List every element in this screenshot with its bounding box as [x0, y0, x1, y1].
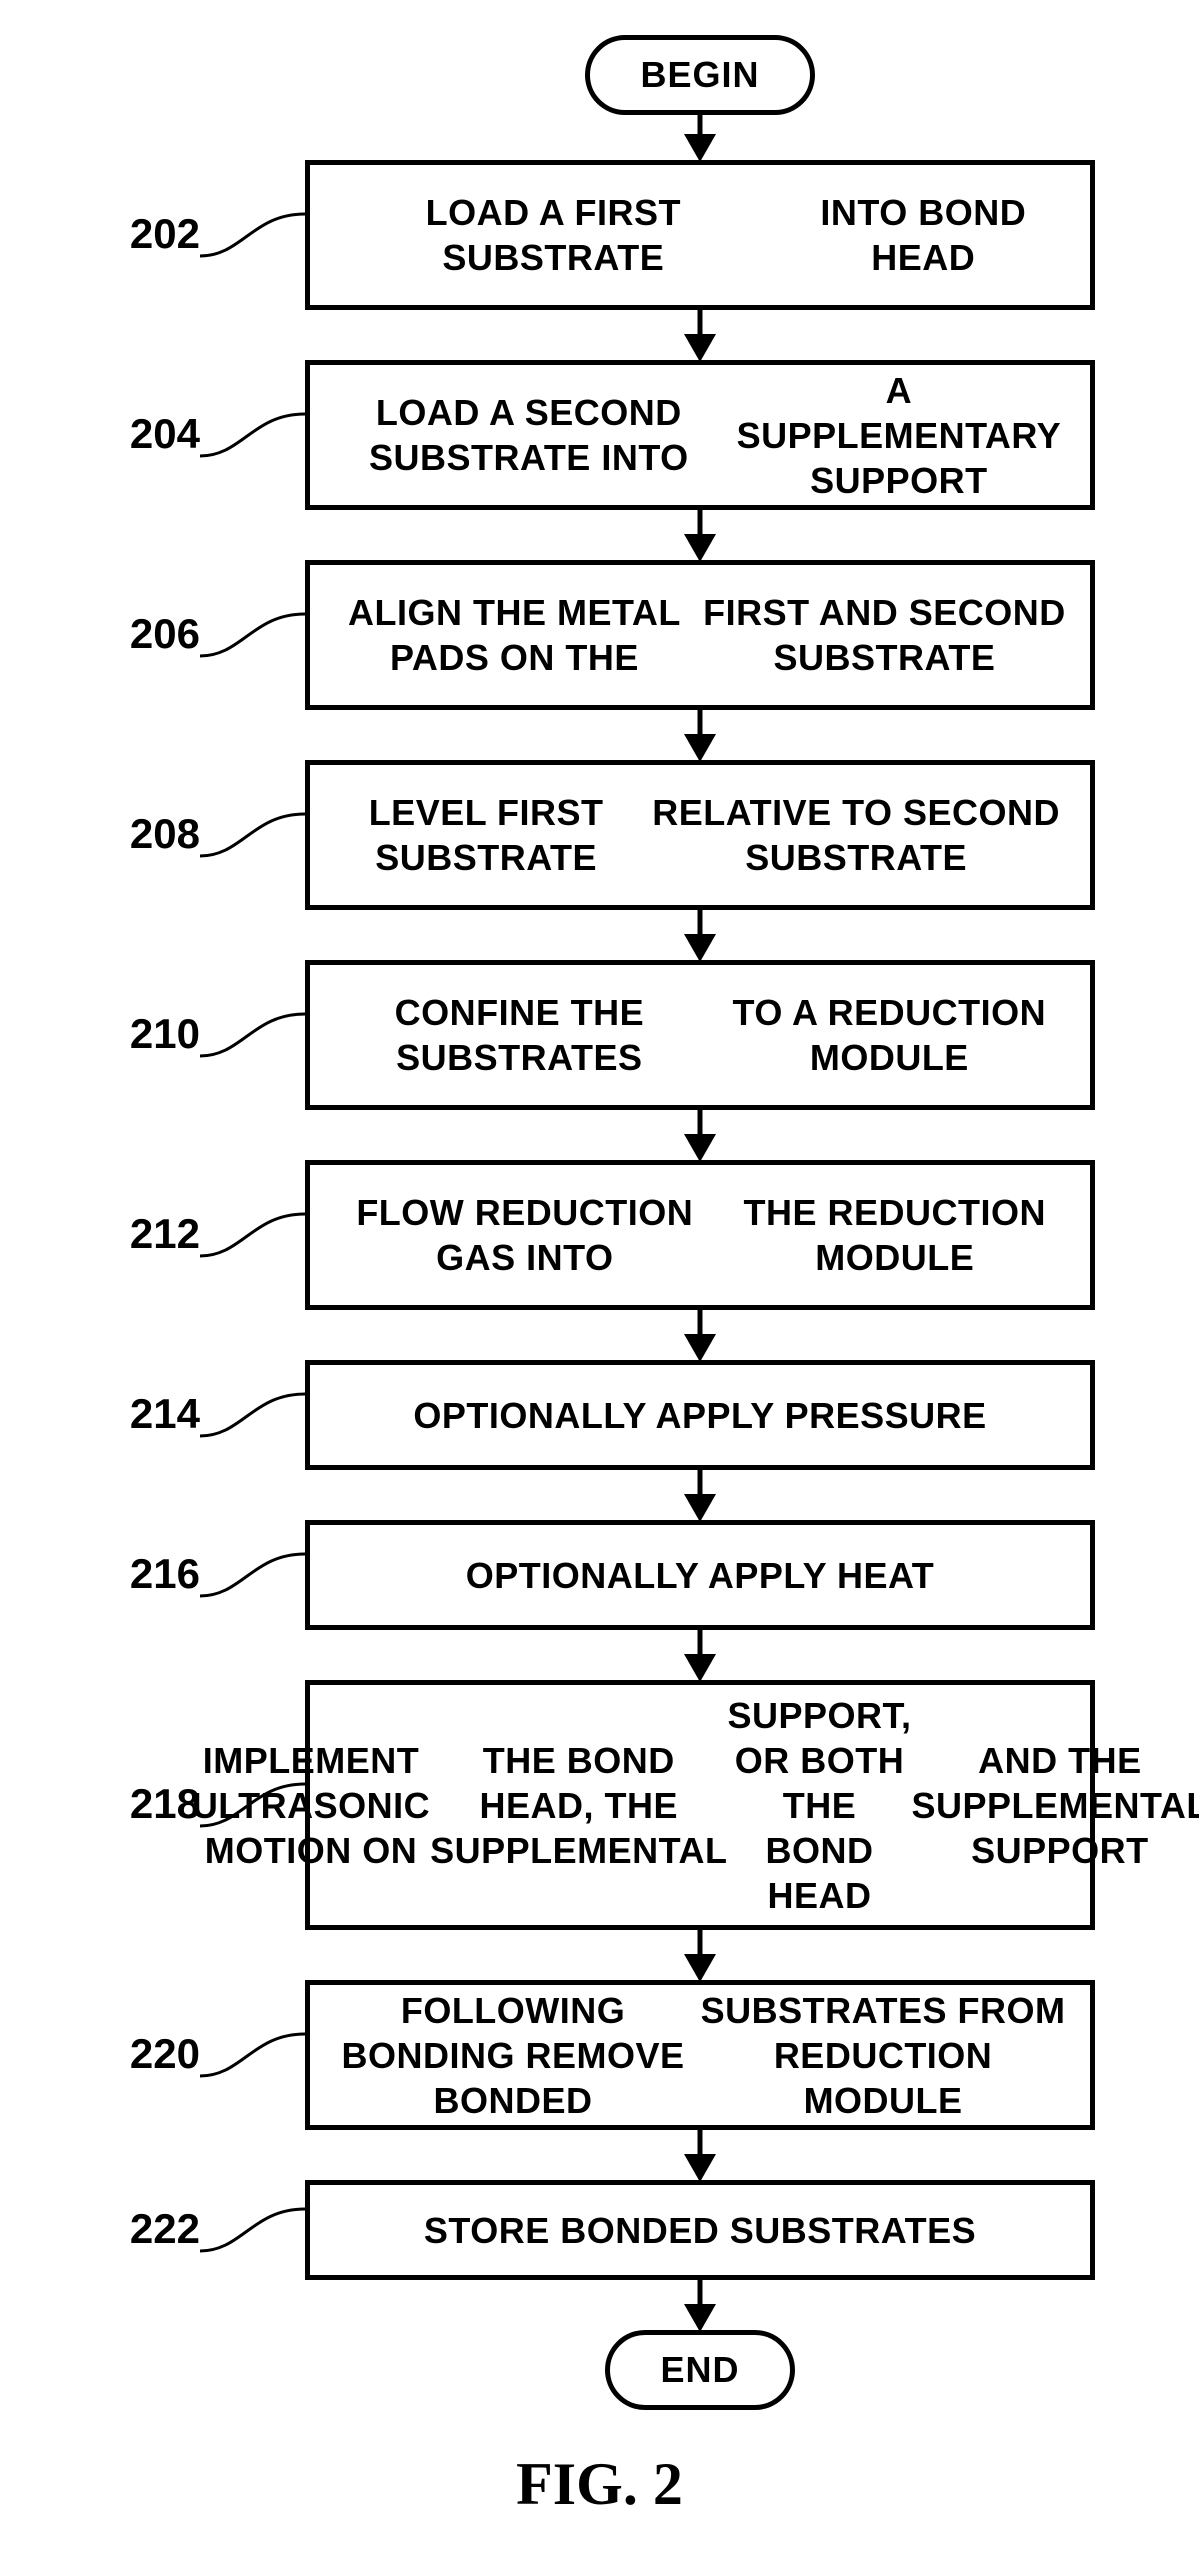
step-label-212: 212: [70, 1210, 200, 1258]
arrow-11: [670, 2280, 730, 2334]
step-label-204: 204: [70, 410, 200, 458]
step-box-210: CONFINE THE SUBSTRATESTO A REDUCTION MOD…: [305, 960, 1095, 1110]
step-label-220: 220: [70, 2030, 200, 2078]
arrow-8: [670, 1630, 730, 1684]
arrow-5: [670, 1110, 730, 1164]
step-label-210: 210: [70, 1010, 200, 1058]
step-box-214: OPTIONALLY APPLY PRESSURE: [305, 1360, 1095, 1470]
step-label-208: 208: [70, 810, 200, 858]
step-box-208: LEVEL FIRST SUBSTRATERELATIVE TO SECOND …: [305, 760, 1095, 910]
step-box-206: ALIGN THE METAL PADS ON THEFIRST AND SEC…: [305, 560, 1095, 710]
arrow-10: [670, 2130, 730, 2184]
arrow-4: [670, 910, 730, 964]
terminal-end: END: [605, 2330, 795, 2410]
flowchart-canvas: BEGIN LOAD A FIRST SUBSTRATEINTO BOND HEA…: [0, 0, 1199, 2562]
step-label-218: 218: [70, 1780, 200, 1828]
step-label-216: 216: [70, 1550, 200, 1598]
arrow-3: [670, 710, 730, 764]
connector-curve-212: [200, 1205, 305, 1265]
step-box-218: IMPLEMENT ULTRASONIC MOTION ONTHE BOND H…: [305, 1680, 1095, 1930]
step-label-206: 206: [70, 610, 200, 658]
step-box-216: OPTIONALLY APPLY HEAT: [305, 1520, 1095, 1630]
step-box-220: FOLLOWING BONDING REMOVE BONDEDSUBSTRATE…: [305, 1980, 1095, 2130]
step-box-204: LOAD A SECOND SUBSTRATE INTOA SUPPLEMENT…: [305, 360, 1095, 510]
arrow-0: [670, 115, 730, 164]
step-box-212: FLOW REDUCTION GAS INTOTHE REDUCTION MOD…: [305, 1160, 1095, 1310]
connector-curve-206: [200, 605, 305, 665]
figure-label: FIG. 2: [0, 2450, 1199, 2519]
step-label-202: 202: [70, 210, 200, 258]
connector-curve-220: [200, 2025, 305, 2085]
arrow-9: [670, 1930, 730, 1984]
connector-curve-216: [200, 1545, 305, 1605]
terminal-begin: BEGIN: [585, 35, 815, 115]
step-label-214: 214: [70, 1390, 200, 1438]
connector-curve-210: [200, 1005, 305, 1065]
arrow-6: [670, 1310, 730, 1364]
connector-curve-214: [200, 1385, 305, 1445]
connector-curve-202: [200, 205, 305, 265]
connector-curve-204: [200, 405, 305, 465]
arrow-2: [670, 510, 730, 564]
arrow-1: [670, 310, 730, 364]
step-box-202: LOAD A FIRST SUBSTRATEINTO BOND HEAD: [305, 160, 1095, 310]
connector-curve-222: [200, 2200, 305, 2260]
arrow-7: [670, 1470, 730, 1524]
connector-curve-208: [200, 805, 305, 865]
step-label-222: 222: [70, 2205, 200, 2253]
step-box-222: STORE BONDED SUBSTRATES: [305, 2180, 1095, 2280]
